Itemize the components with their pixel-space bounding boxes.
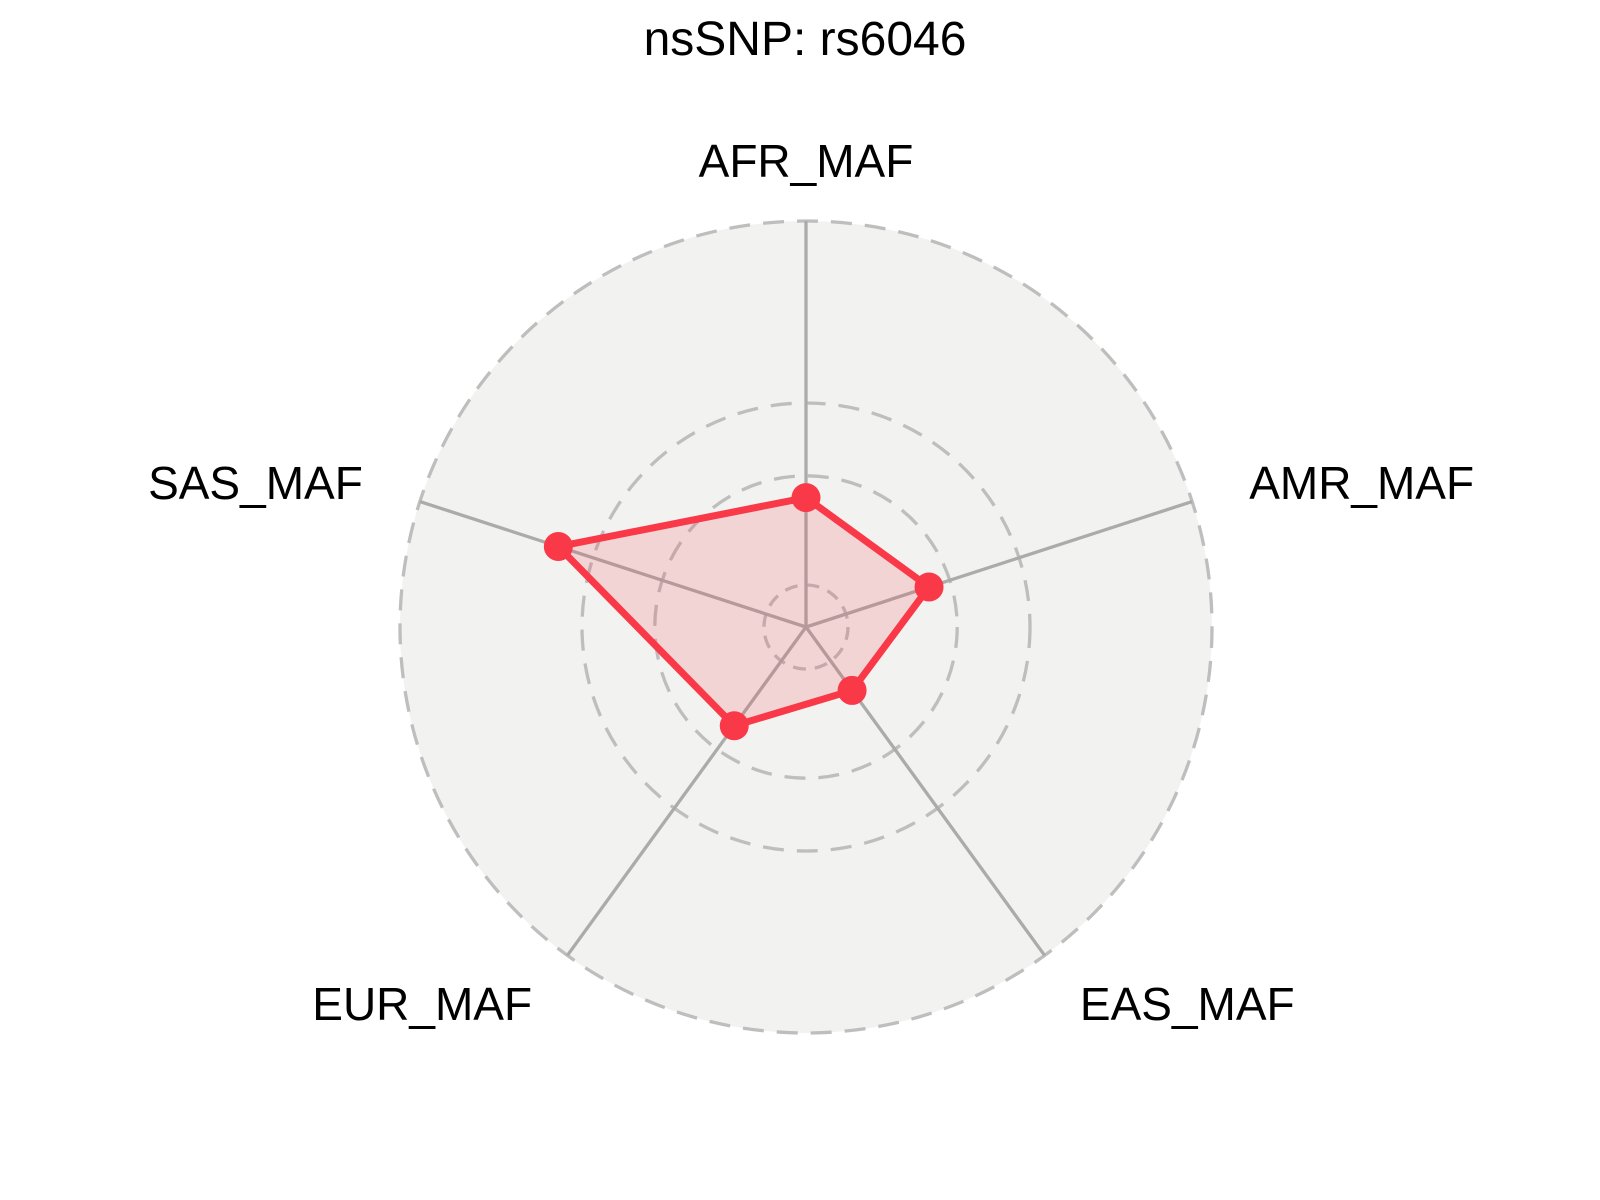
axis-label-eas_maf: EAS_MAF (1080, 978, 1295, 1030)
grid-ring (653, 474, 959, 780)
grid-ring (762, 583, 850, 671)
axis-spoke-eur_maf (566, 626, 808, 957)
series-polygon-rs6046 (554, 494, 933, 730)
axis-spoke-amr_maf (805, 499, 1193, 629)
data-point-amr_maf (914, 572, 944, 602)
axis-label-amr_maf: AMR_MAF (1249, 457, 1474, 509)
data-point-afr_maf (791, 483, 821, 513)
axis-label-eur_maf: EUR_MAF (312, 978, 532, 1030)
axis-label-afr_maf: AFR_MAF (699, 135, 914, 187)
data-point-eur_maf (719, 711, 749, 741)
data-point-eas_maf (837, 675, 867, 705)
axis-label-sas_maf: SAS_MAF (148, 457, 363, 509)
chart-title: nsSNP: rs6046 (644, 13, 967, 66)
axis-spoke-sas_maf (419, 499, 807, 629)
data-point-sas_maf (543, 532, 573, 562)
